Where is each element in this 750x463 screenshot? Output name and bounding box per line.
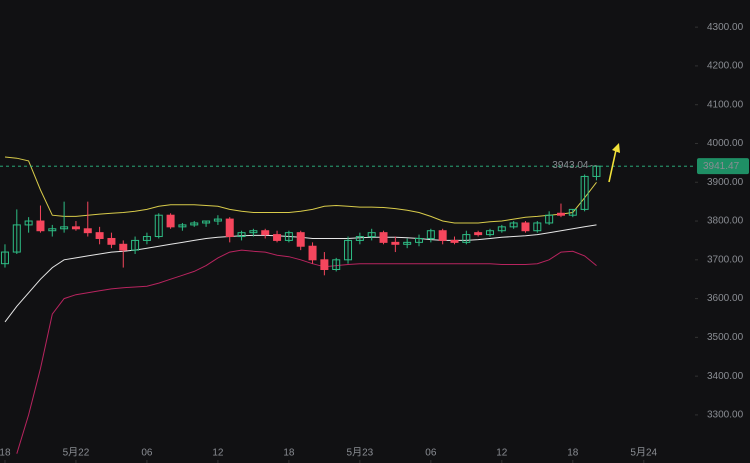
high-label: 3943.04: [552, 160, 589, 171]
candle-body: [296, 232, 305, 247]
x-tick-label: 12: [212, 448, 224, 459]
candle-body: [83, 228, 92, 234]
candle-body: [521, 222, 530, 232]
candle-body: [60, 226, 69, 230]
x-tick-label: 06: [141, 448, 153, 459]
y-tick-label: 4200.00: [707, 61, 744, 72]
x-tick-label: 5月23: [347, 447, 374, 459]
candle-body: [450, 239, 459, 243]
candle-body: [474, 232, 483, 236]
candle-body: [485, 230, 494, 236]
last-price-tag: [697, 158, 749, 175]
candle-body: [95, 232, 104, 239]
candle-body: [568, 208, 577, 216]
candle-body: [36, 220, 45, 232]
candle-body: [213, 218, 222, 222]
candle-body: [580, 175, 589, 210]
candle-body: [273, 234, 282, 241]
x-tick-label: 5月24: [630, 447, 657, 459]
candle-body: [332, 259, 341, 271]
y-tick-label: 4000.00: [707, 138, 744, 149]
candle-body: [249, 230, 258, 234]
candle-body: [107, 237, 116, 245]
candle-body: [142, 236, 151, 241]
candle-body: [545, 214, 554, 224]
last-price-label: 3941.47: [703, 161, 740, 172]
candle-body: [178, 224, 187, 228]
candle-body: [166, 214, 175, 228]
candle-body: [119, 243, 128, 251]
candle-body: [237, 232, 246, 238]
candle-body: [344, 239, 353, 261]
y-tick-label: 3900.00: [707, 177, 744, 188]
candle-body: [497, 226, 506, 232]
candle-body: [284, 232, 293, 241]
band-line: [16, 249, 597, 454]
candle-body: [225, 218, 234, 238]
candle-body: [403, 241, 412, 245]
candle-body: [154, 214, 163, 238]
candle-body: [556, 212, 565, 216]
candle-body: [355, 236, 364, 241]
y-tick-label: 3700.00: [707, 254, 744, 265]
candle-body: [379, 232, 388, 243]
candle-body: [190, 222, 199, 226]
candle-body: [71, 226, 80, 230]
candle-body: [391, 241, 400, 245]
x-tick-label: 06: [425, 448, 437, 459]
y-tick-label: 3500.00: [707, 332, 744, 343]
y-tick-label: 3800.00: [707, 216, 744, 227]
candle-body: [131, 239, 140, 251]
x-tick-label: 5月22: [63, 447, 90, 459]
candle-body: [12, 224, 21, 253]
y-tick-label: 3400.00: [707, 371, 744, 382]
x-tick-label: 18: [283, 448, 295, 459]
arrow-head: [612, 143, 620, 153]
candle-body: [0, 251, 9, 265]
y-tick-label: 3300.00: [707, 410, 744, 421]
x-tick-label: 18: [0, 448, 11, 459]
y-tick-label: 3600.00: [707, 293, 744, 304]
candle-body: [438, 230, 447, 241]
candle-body: [415, 237, 424, 243]
candle-body: [367, 232, 376, 238]
candle-body: [509, 222, 518, 228]
band-line: [4, 156, 597, 224]
candle-body: [426, 230, 435, 239]
candle-body: [24, 220, 33, 226]
y-tick-label: 4100.00: [707, 99, 744, 110]
candle-body: [202, 220, 211, 224]
candle-body: [462, 234, 471, 243]
candle-body: [533, 222, 542, 232]
candle-body: [320, 259, 329, 271]
y-tick-label: 4300.00: [707, 22, 744, 33]
x-tick-label: 18: [567, 448, 579, 459]
candle-body: [48, 228, 57, 232]
plot-area: [0, 156, 695, 454]
candle-body: [261, 230, 270, 236]
candle-body: [308, 245, 317, 261]
arrow: [608, 149, 617, 183]
x-tick-label: 12: [496, 448, 508, 459]
